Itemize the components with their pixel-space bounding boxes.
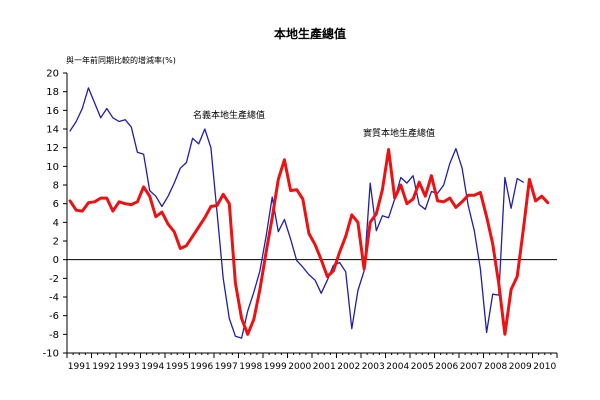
x-tick-label: 2003 — [362, 362, 385, 372]
x-tick-label: 2010 — [533, 362, 556, 372]
series-group — [68, 87, 550, 339]
chart-title: 本地生產總值 — [274, 26, 346, 41]
y-tick-label: 20 — [46, 69, 59, 80]
y-tick-label: -8 — [49, 330, 59, 341]
y-tick-label: 12 — [46, 143, 59, 154]
x-tick-label: 1991 — [68, 362, 91, 372]
y-tick-label: 4 — [53, 218, 59, 229]
x-tick-label: 1995 — [166, 362, 189, 372]
y-tick-label: -2 — [49, 274, 59, 285]
y-tick-label: 10 — [46, 162, 59, 173]
x-tick-label: 2008 — [484, 362, 507, 372]
x-tick-label: 2006 — [435, 362, 458, 372]
x-tick-label: 2007 — [460, 362, 483, 372]
y-axis-label: 與一年前同期比較的增減率(%) — [66, 55, 176, 65]
y-tick-label: -10 — [43, 349, 59, 360]
real-gdp-line — [68, 148, 550, 336]
nominal-gdp-annotation: 名義本地生產總值 — [193, 109, 265, 121]
y-tick-label: 18 — [46, 87, 59, 98]
x-tick-label: 1993 — [117, 362, 140, 372]
x-tick-label: 2009 — [509, 362, 532, 372]
x-tick-label: 1999 — [264, 362, 287, 372]
y-tick-label: 8 — [53, 181, 59, 192]
y-tick-label: -6 — [49, 311, 59, 322]
real-gdp-annotation: 實質本地生產總值 — [363, 127, 435, 139]
x-tick-label: 2002 — [337, 362, 360, 372]
y-tick-label: 2 — [53, 237, 59, 248]
y-tick-label: 14 — [46, 125, 59, 136]
x-tick-label: 1992 — [92, 362, 115, 372]
x-tick-label: 2005 — [411, 362, 434, 372]
y-tick-label: 0 — [53, 255, 59, 266]
y-tick-label: 6 — [53, 199, 59, 210]
x-tick-label: 2001 — [313, 362, 336, 372]
y-tick-label: 16 — [46, 106, 59, 117]
x-tick-label: 1998 — [239, 362, 262, 372]
x-tick-label: 2004 — [386, 362, 409, 372]
x-tick-label: 1994 — [141, 362, 164, 372]
nominal-gdp-line — [69, 87, 524, 339]
y-tick-label: -4 — [49, 293, 59, 304]
x-tick-label: 1996 — [190, 362, 213, 372]
x-axis: 1991 1992 1993 1994 1995 1996 1997 1998 1999 2000… — [66, 259, 558, 372]
x-tick-label: 1997 — [215, 362, 238, 372]
x-tick-label: 2000 — [288, 362, 311, 372]
